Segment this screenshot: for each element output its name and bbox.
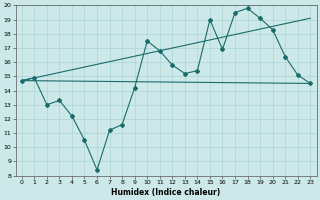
- X-axis label: Humidex (Indice chaleur): Humidex (Indice chaleur): [111, 188, 221, 197]
